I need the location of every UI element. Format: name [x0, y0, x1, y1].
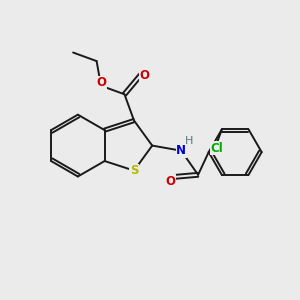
Text: H: H [185, 136, 194, 146]
Text: Cl: Cl [211, 142, 223, 155]
Text: S: S [130, 164, 138, 177]
Text: O: O [166, 175, 176, 188]
Text: N: N [176, 144, 186, 157]
Text: O: O [139, 69, 149, 82]
Text: O: O [96, 76, 106, 89]
